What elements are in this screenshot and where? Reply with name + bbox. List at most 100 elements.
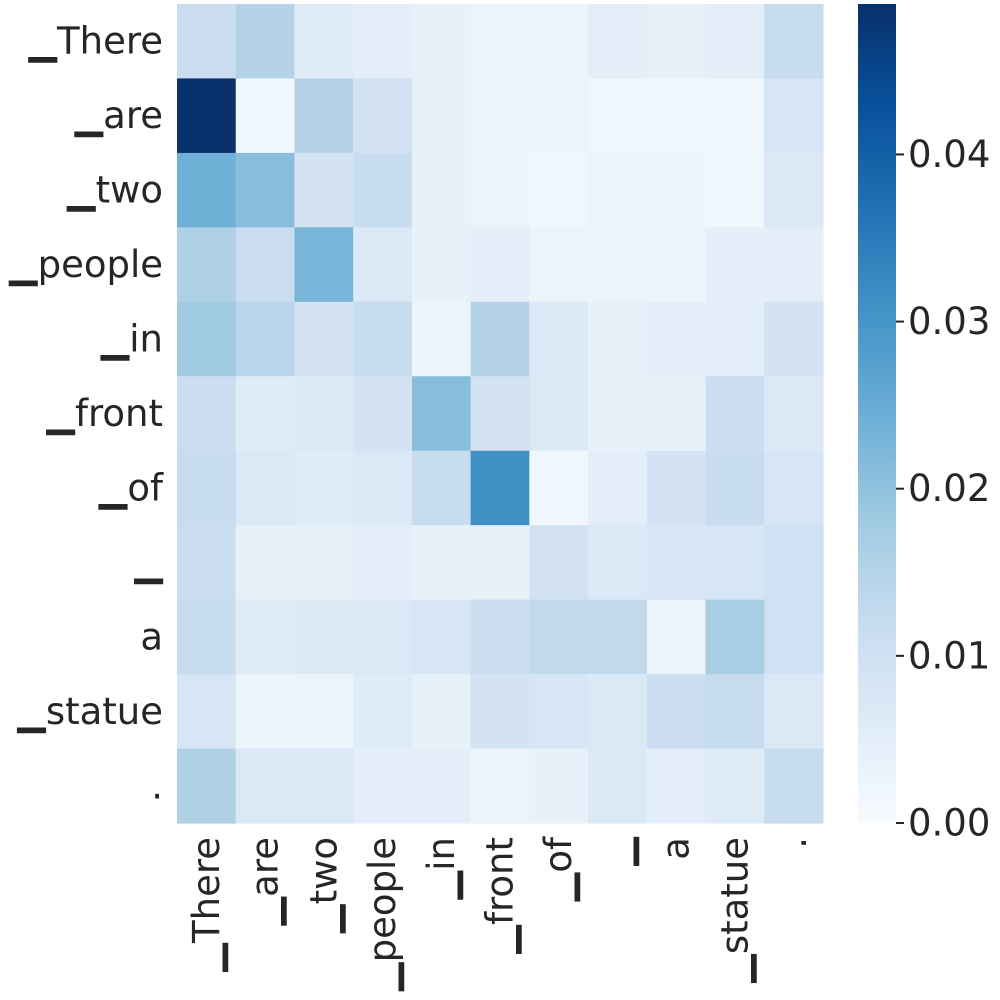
heatmap-cell [705, 376, 765, 452]
heatmap-cell [294, 450, 354, 526]
heatmap-cell [588, 674, 648, 750]
heatmap-cell [470, 525, 530, 601]
y-tick-label: ▁statue [16, 690, 163, 734]
x-tick-label: ▁of [537, 836, 581, 902]
heatmap-cell [294, 152, 354, 228]
heatmap-cell [177, 4, 237, 80]
heatmap-cell [177, 227, 237, 303]
colorbar-tick-label: 0.00 [908, 802, 990, 845]
heatmap-cell [470, 599, 530, 675]
heatmap-cell [411, 525, 472, 601]
colorbar [858, 4, 896, 823]
x-tick-label: ▁ [596, 836, 640, 866]
heatmap-cell [470, 4, 530, 80]
x-tick-label: ▁people [361, 837, 405, 992]
heatmap-cell [764, 599, 824, 675]
heatmap-cell [353, 599, 413, 675]
heatmap-cell [235, 78, 296, 154]
heatmap-cell [235, 227, 296, 303]
heatmap-cell [764, 748, 824, 824]
x-tick-label: ▁statue [713, 837, 757, 984]
heatmap-cell [646, 376, 707, 452]
heatmap-cell [764, 4, 824, 80]
heatmap-cell [294, 376, 354, 452]
x-tick-label: ▁two [302, 837, 346, 934]
heatmap-cell [294, 748, 354, 824]
heatmap-cell [764, 376, 824, 452]
heatmap-cell [705, 301, 765, 377]
heatmap-cell [646, 525, 707, 601]
heatmap-cell [646, 78, 707, 154]
heatmap-cells [177, 4, 824, 824]
y-tick-label: ▁There [28, 20, 163, 64]
heatmap-cell [353, 301, 413, 377]
heatmap-cell [705, 599, 765, 675]
heatmap-cell [529, 152, 589, 228]
heatmap-cell [529, 599, 589, 675]
heatmap-cell [235, 4, 296, 80]
colorbar-ticks: 0.00 0.01 0.02 0.03 0.04 [896, 133, 990, 845]
heatmap-cell [529, 748, 589, 824]
heatmap-cell [705, 450, 765, 526]
heatmap-cell [177, 301, 237, 377]
heatmap-cell [235, 748, 296, 824]
y-tick-label: . [151, 764, 163, 807]
x-tick-label: ▁in [420, 837, 464, 900]
heatmap-cell [588, 301, 648, 377]
y-tick-label: a [140, 615, 163, 658]
x-tick-labels: ▁There ▁are ▁two ▁people ▁in ▁front ▁of ▁ a ▁stat… [185, 836, 815, 992]
heatmap-cell [646, 748, 707, 824]
heatmap-cell [529, 227, 589, 303]
heatmap-cell [470, 376, 530, 452]
heatmap-cell [235, 599, 296, 675]
heatmap-cell [529, 4, 589, 80]
heatmap-cell [294, 78, 354, 154]
heatmap-cell [177, 525, 237, 601]
heatmap-cell [470, 450, 530, 526]
heatmap-cell [411, 4, 472, 80]
heatmap-cell [294, 4, 354, 80]
heatmap-cell [177, 599, 237, 675]
heatmap-cell [588, 4, 648, 80]
heatmap-cell [235, 674, 296, 750]
heatmap-cell [235, 301, 296, 377]
x-tick-label: a [655, 837, 698, 860]
heatmap-cell [529, 78, 589, 154]
heatmap-cell [764, 450, 824, 526]
y-tick-label: ▁are [74, 94, 163, 138]
heatmap-cell [588, 227, 648, 303]
heatmap-cell [294, 301, 354, 377]
y-tick-label: ▁ [134, 541, 164, 585]
heatmap-cell [646, 227, 707, 303]
y-tick-label: ▁of [98, 466, 164, 510]
heatmap-cell [177, 450, 237, 526]
heatmap-cell [294, 674, 354, 750]
heatmap-cell [588, 78, 648, 154]
colorbar-tick-label: 0.04 [908, 133, 990, 176]
heatmap-cell [705, 4, 765, 80]
heatmap-cell [646, 450, 707, 526]
heatmap-cell [470, 78, 530, 154]
heatmap-cell [470, 748, 530, 824]
heatmap-cell [411, 227, 472, 303]
x-tick-label: ▁front [479, 837, 523, 954]
heatmap-cell [764, 674, 824, 750]
heatmap-cell [764, 525, 824, 601]
heatmap-cell [705, 674, 765, 750]
heatmap-cell [235, 376, 296, 452]
heatmap-cell [529, 450, 589, 526]
heatmap-cell [353, 674, 413, 750]
heatmap-cell [353, 525, 413, 601]
heatmap-cell [646, 674, 707, 750]
heatmap-cell [294, 525, 354, 601]
heatmap-cell [646, 152, 707, 228]
y-tick-label: ▁front [46, 392, 163, 436]
y-tick-label: ▁people [8, 243, 163, 287]
heatmap-cell [764, 152, 824, 228]
heatmap-cell [353, 450, 413, 526]
heatmap-cell [411, 748, 472, 824]
heatmap-cell [529, 525, 589, 601]
heatmap-cell [588, 525, 648, 601]
heatmap-cell [177, 152, 237, 228]
